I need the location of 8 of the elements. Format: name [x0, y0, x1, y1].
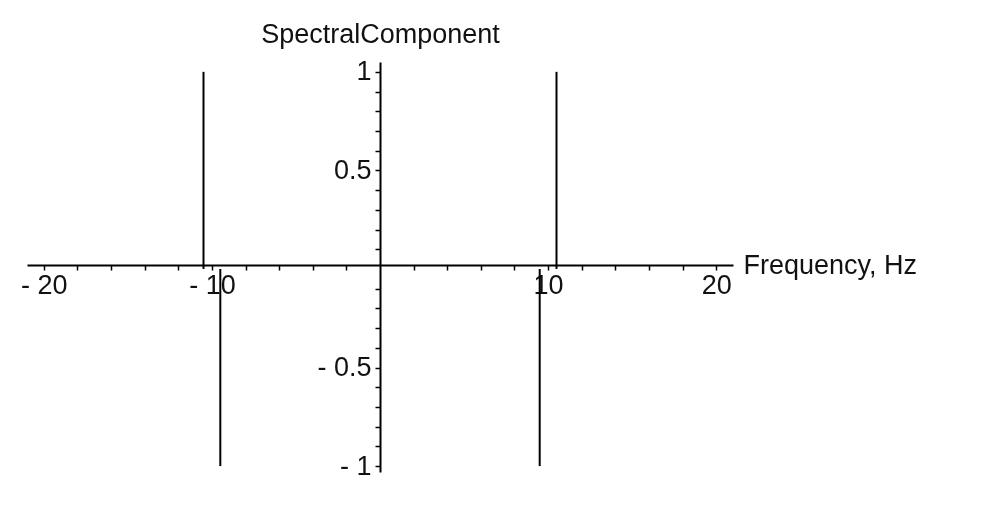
x-tick-label: - 20 — [21, 269, 68, 300]
y-axis-title: SpectralComponent — [261, 18, 501, 49]
y-tick-label: - 1 — [339, 450, 372, 481]
y-tick-label: 0.5 — [333, 154, 372, 185]
x-axis-title: Frequency, Hz — [743, 249, 918, 280]
y-tick-label: 1 — [356, 56, 372, 87]
x-tick-label: 20 — [701, 269, 732, 300]
y-tick-label: - 0.5 — [317, 352, 372, 383]
